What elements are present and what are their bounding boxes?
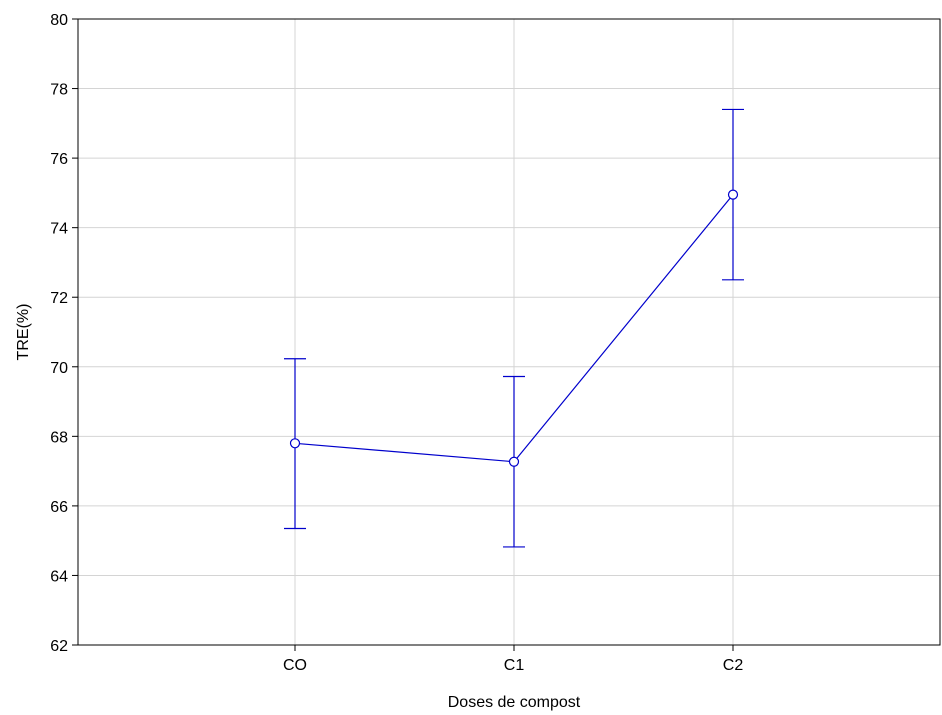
- y-tick-label: 64: [50, 568, 68, 585]
- x-tick-label: C2: [723, 657, 744, 674]
- y-tick-label: 72: [50, 290, 68, 307]
- y-tick-label: 68: [50, 429, 68, 446]
- y-tick-label: 66: [50, 499, 68, 516]
- data-point: [289, 438, 301, 449]
- x-tick-label: C1: [504, 657, 525, 674]
- x-axis-title: Doses de compost: [448, 694, 581, 711]
- y-tick-label: 76: [50, 151, 68, 168]
- y-axis-title: TRE(%): [15, 304, 32, 361]
- plot-frame: [77, 18, 941, 646]
- x-tick-label: CO: [283, 657, 307, 674]
- y-tick-label: 80: [50, 12, 68, 29]
- y-tick-label: 74: [50, 221, 68, 238]
- y-tick-label: 70: [50, 360, 68, 377]
- y-tick-label: 78: [50, 82, 68, 99]
- grid: [78, 19, 940, 645]
- data-point: [508, 456, 520, 467]
- y-tick-label: 62: [50, 638, 68, 655]
- series: [284, 108, 744, 548]
- axes: 62 64 66 68 70 72 74 76 78 80 CO C1 C2: [50, 12, 743, 674]
- data-point: [727, 189, 739, 200]
